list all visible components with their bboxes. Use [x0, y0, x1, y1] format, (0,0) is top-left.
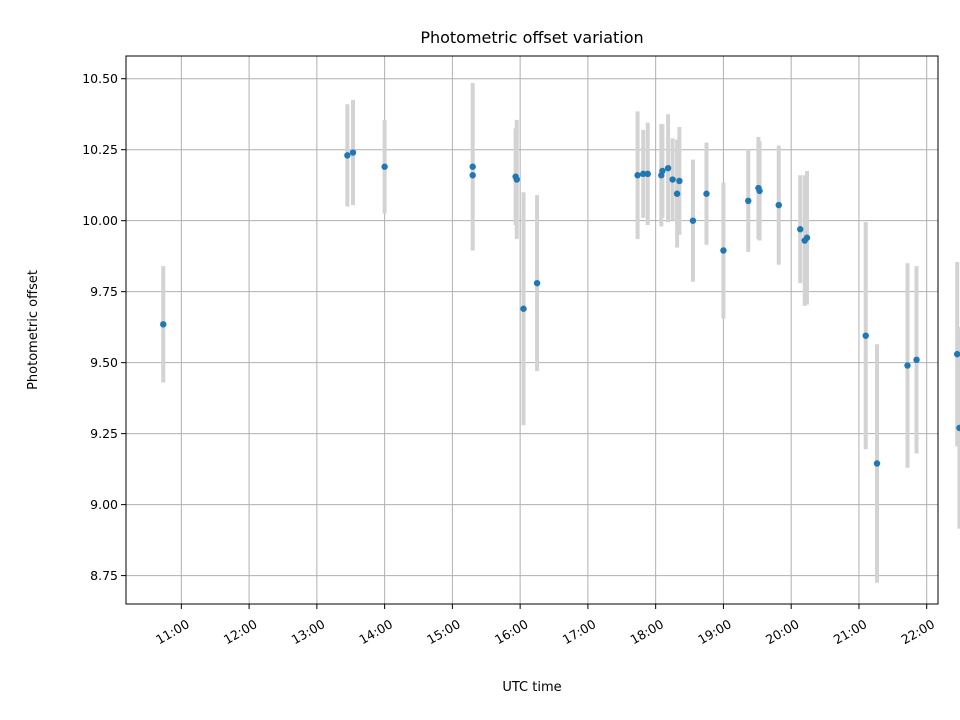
data-point — [775, 201, 782, 209]
error-bars — [161, 82, 960, 583]
y-tick-label: 8.75 — [90, 568, 118, 583]
data-point — [873, 460, 881, 467]
x-tick-label: 20:00 — [763, 616, 802, 647]
x-tick-label: 12:00 — [221, 616, 260, 647]
x-tick-label: 17:00 — [560, 616, 599, 647]
data-point — [913, 356, 920, 364]
x-tick-label: 15:00 — [424, 616, 463, 647]
x-tick-label: 13:00 — [289, 616, 328, 647]
data-point — [664, 164, 672, 172]
data-point — [634, 172, 641, 179]
x-tick-label: 22:00 — [899, 616, 938, 647]
data-point — [803, 234, 811, 241]
data-point — [644, 170, 651, 178]
y-tick-label: 9.50 — [90, 355, 118, 370]
data-point — [676, 177, 683, 185]
x-tick-label: 19:00 — [695, 616, 734, 647]
data-point — [904, 362, 911, 369]
data-point — [344, 152, 351, 159]
data-point — [956, 424, 960, 432]
y-tick-label: 10.50 — [82, 71, 118, 86]
data-point — [669, 176, 676, 183]
y-tick-label: 9.00 — [90, 497, 118, 512]
x-tick-label: 11:00 — [153, 616, 192, 647]
x-tick-label: 18:00 — [627, 616, 666, 647]
y-tick-label: 9.75 — [90, 284, 118, 299]
data-point — [659, 167, 666, 175]
data-point — [469, 172, 476, 179]
data-point — [953, 350, 960, 358]
plot-frame — [125, 55, 939, 605]
data-point — [469, 163, 476, 170]
data-point — [533, 279, 541, 287]
data-points — [160, 149, 960, 467]
data-point — [349, 149, 357, 156]
y-axis: 8.75 9.00 9.25 9.50 9.75 10.00 10.25 10.50 — [82, 71, 126, 583]
data-point — [745, 197, 752, 205]
data-point — [160, 321, 167, 328]
data-point — [520, 305, 527, 312]
data-point — [797, 226, 804, 233]
y-axis-label: Photometric offset — [26, 270, 41, 390]
x-tick-label: 16:00 — [492, 616, 531, 647]
y-tick-label: 10.00 — [82, 213, 118, 228]
x-axis-label: UTC time — [502, 680, 561, 695]
data-point — [756, 187, 763, 195]
data-point — [673, 190, 681, 197]
x-tick-label: 14:00 — [356, 616, 395, 647]
data-point — [381, 163, 388, 170]
x-tick-label: 21:00 — [831, 616, 870, 647]
data-point — [862, 332, 869, 339]
data-point — [703, 190, 710, 197]
x-axis: 11:00 12:00 13:00 14:00 15:00 16:00 17:00 18:00… — [153, 604, 937, 647]
chart-title: Photometric offset variation — [420, 28, 643, 47]
y-tick-label: 10.25 — [82, 142, 118, 157]
grid — [126, 56, 938, 604]
data-point — [513, 176, 520, 183]
data-point — [720, 247, 727, 254]
data-point — [640, 170, 647, 178]
data-point — [689, 217, 697, 224]
y-tick-label: 9.25 — [90, 426, 118, 441]
